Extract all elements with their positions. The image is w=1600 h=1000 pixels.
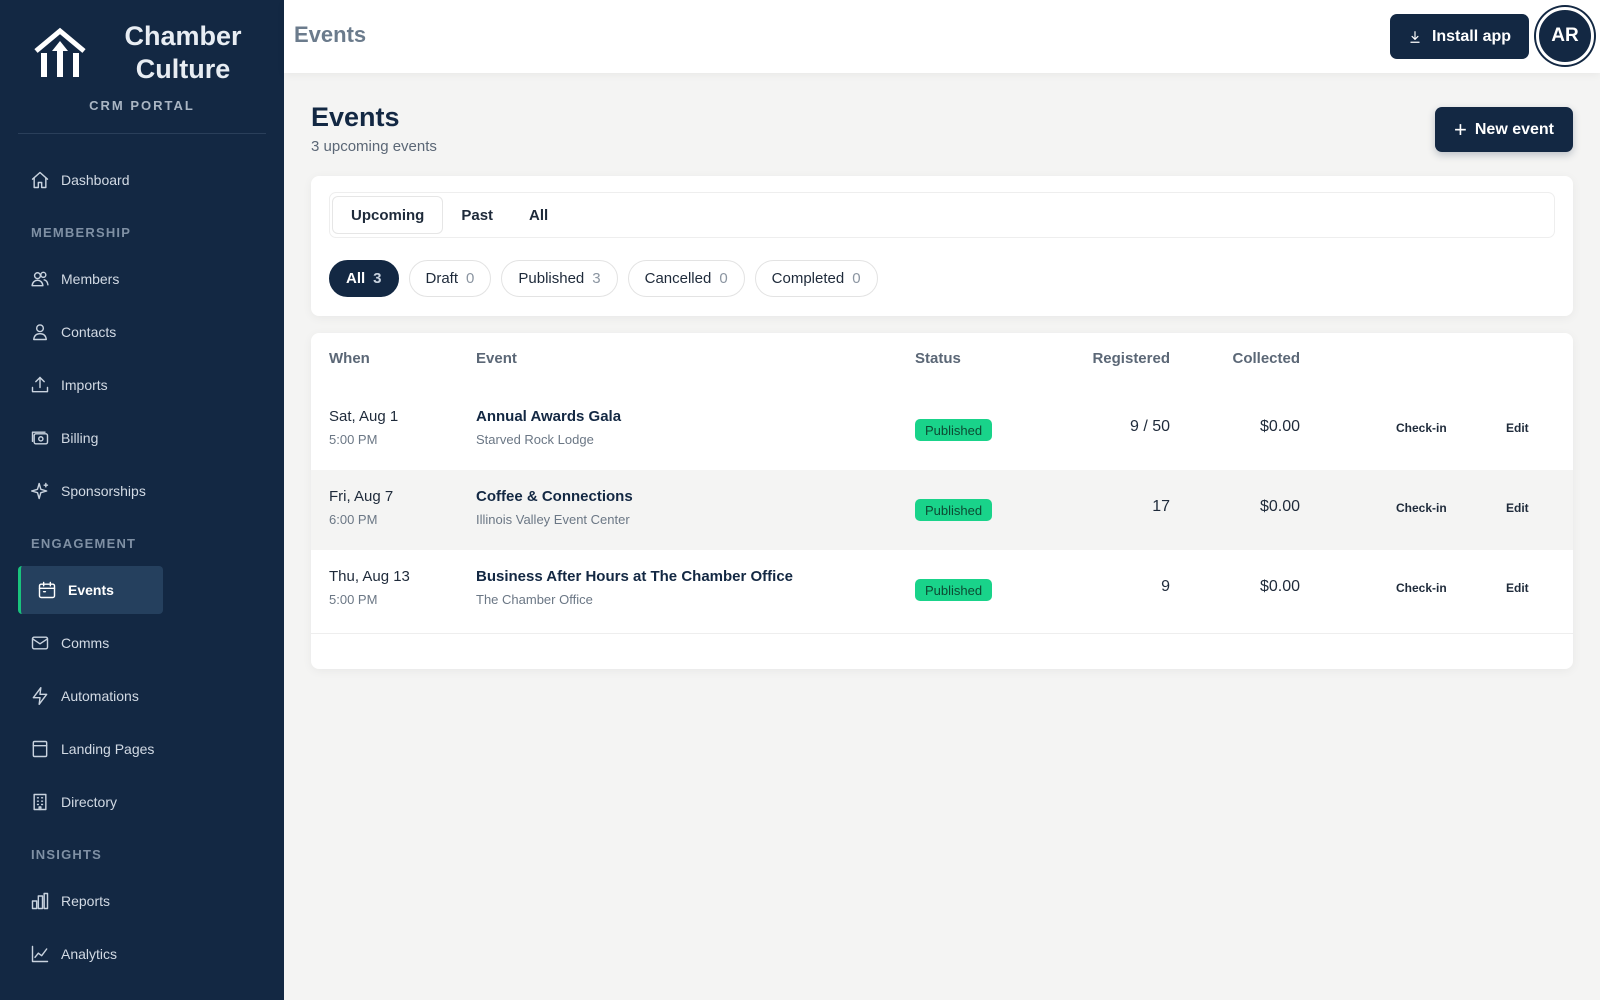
filter-chip-completed[interactable]: Completed 0 xyxy=(754,260,878,297)
sidebar-nav: Dashboard MEMBERSHIP Members Contacts Im… xyxy=(0,156,284,1000)
sidebar-item-billing[interactable]: Billing xyxy=(0,414,284,462)
status-filters: All 3 Draft 0 Published 3 Cancelled 0 Comple… xyxy=(329,260,888,297)
table-row[interactable]: Fri, Aug 7 6:00 PM Coffee & Connections … xyxy=(311,470,1573,550)
bolt-icon xyxy=(32,686,48,706)
edit-button[interactable]: Edit xyxy=(1506,421,1529,435)
filter-chip-all[interactable]: All 3 xyxy=(329,260,399,297)
top-bar: Events Install app AR xyxy=(284,0,1600,73)
filter-chip-draft[interactable]: Draft 0 xyxy=(408,260,492,297)
home-icon xyxy=(31,171,49,189)
plus-icon: + xyxy=(1454,116,1467,142)
status-badge: Published xyxy=(915,499,993,521)
tab-past[interactable]: Past xyxy=(461,206,494,224)
check-in-button[interactable]: Check-in xyxy=(1396,581,1447,595)
events-table: When Event Status Registered Collected S… xyxy=(311,333,1573,669)
column-header-collected: Collected xyxy=(1232,350,1300,367)
filter-chip-cancelled[interactable]: Cancelled 0 xyxy=(627,260,745,297)
billing-icon xyxy=(31,431,49,445)
sidebar-divider xyxy=(18,133,266,134)
event-venue: The Chamber Office xyxy=(476,592,593,607)
filter-card: Upcoming Past All All 3 Draft 0 Published 3… xyxy=(311,176,1573,316)
event-time: 5:00 PM xyxy=(329,432,378,447)
sidebar-item-automations[interactable]: Automations xyxy=(0,672,284,720)
brand-subtitle: CRM PORTAL xyxy=(89,98,195,113)
brand[interactable]: Chamber Culture xyxy=(0,0,284,88)
topbar-title: Events xyxy=(294,22,367,47)
new-event-button[interactable]: + New event xyxy=(1435,107,1573,152)
sidebar-section-membership: MEMBERSHIP xyxy=(31,224,132,240)
line-chart-icon xyxy=(31,945,49,963)
sidebar-item-directory[interactable]: Directory xyxy=(0,778,284,826)
event-venue: Starved Rock Lodge xyxy=(476,432,594,447)
sidebar-section-system: SYSTEM xyxy=(0,983,284,1000)
download-icon xyxy=(1410,30,1420,43)
table-row[interactable]: Thu, Aug 13 5:00 PM Business After Hours… xyxy=(311,550,1573,630)
sidebar-item-landing-pages[interactable]: Landing Pages xyxy=(0,725,284,773)
event-name[interactable]: Annual Awards Gala xyxy=(476,408,622,425)
sidebar-section-insights: INSIGHTS xyxy=(31,846,102,862)
sidebar-item-members[interactable]: Members xyxy=(0,255,284,303)
event-name[interactable]: Business After Hours at The Chamber Offi… xyxy=(476,568,794,585)
upload-icon xyxy=(31,376,49,393)
registered-count: 17 xyxy=(1152,498,1170,515)
calendar-icon xyxy=(38,581,56,599)
event-name[interactable]: Coffee & Connections xyxy=(476,488,633,505)
column-header-event: Event xyxy=(476,350,517,367)
column-header-when: When xyxy=(329,350,370,367)
bar-chart-icon xyxy=(31,892,49,910)
event-date: Thu, Aug 13 xyxy=(329,568,410,585)
sidebar-item-contacts[interactable]: Contacts xyxy=(0,308,284,356)
collected-amount: $0.00 xyxy=(1259,498,1300,515)
sidebar-item-reports[interactable]: Reports xyxy=(0,877,284,925)
sidebar-item-sponsorships[interactable]: Sponsorships xyxy=(0,467,284,515)
sidebar-item-dashboard[interactable]: Dashboard xyxy=(0,156,284,204)
event-date: Sat, Aug 1 xyxy=(329,408,399,425)
check-in-button[interactable]: Check-in xyxy=(1396,501,1447,515)
registered-count: 9 / 50 xyxy=(1129,418,1170,435)
filter-chip-published[interactable]: Published 3 xyxy=(501,260,618,297)
status-badge: Published xyxy=(915,419,993,441)
brand-name: Chamber Culture xyxy=(124,21,242,84)
page-icon xyxy=(32,740,48,758)
avatar[interactable]: AR xyxy=(1536,7,1594,65)
user-icon xyxy=(33,324,47,341)
sidebar-item-analytics[interactable]: Analytics xyxy=(0,930,284,978)
page-title: Events xyxy=(311,102,400,132)
install-app-button[interactable]: Install app xyxy=(1390,14,1529,59)
collected-amount: $0.00 xyxy=(1259,418,1300,435)
event-time: 5:00 PM xyxy=(329,592,378,607)
building-icon xyxy=(33,793,47,811)
sidebar: Chamber Culture CRM PORTAL Dashboard MEM… xyxy=(0,0,284,1000)
table-row[interactable]: Sat, Aug 1 5:00 PM Annual Awards Gala St… xyxy=(311,390,1573,470)
page-subtitle: 3 upcoming events xyxy=(311,138,437,155)
check-in-button[interactable]: Check-in xyxy=(1396,421,1447,435)
event-time: 6:00 PM xyxy=(329,512,378,527)
table-footer-divider xyxy=(311,633,1573,634)
members-icon xyxy=(31,271,49,287)
sidebar-item-imports[interactable]: Imports xyxy=(0,361,284,409)
status-badge: Published xyxy=(915,579,993,601)
home-arrow-logo-icon xyxy=(34,27,86,77)
registered-count: 9 xyxy=(1161,578,1170,595)
mail-icon xyxy=(31,636,49,650)
sidebar-section-engagement: ENGAGEMENT xyxy=(31,535,137,551)
tab-upcoming[interactable]: Upcoming xyxy=(332,196,444,234)
column-header-registered: Registered xyxy=(1092,350,1170,367)
event-tabs: Upcoming Past All xyxy=(329,192,1555,238)
edit-button[interactable]: Edit xyxy=(1506,581,1529,595)
edit-button[interactable]: Edit xyxy=(1506,501,1529,515)
column-header-status: Status xyxy=(915,350,961,367)
sidebar-item-comms[interactable]: Comms xyxy=(0,619,284,667)
event-date: Fri, Aug 7 xyxy=(329,488,394,505)
event-venue: Illinois Valley Event Center xyxy=(476,512,630,527)
sidebar-item-events[interactable]: Events xyxy=(18,566,163,614)
sparkle-icon xyxy=(30,482,49,500)
tab-all[interactable]: All xyxy=(529,206,549,224)
collected-amount: $0.00 xyxy=(1259,578,1300,595)
